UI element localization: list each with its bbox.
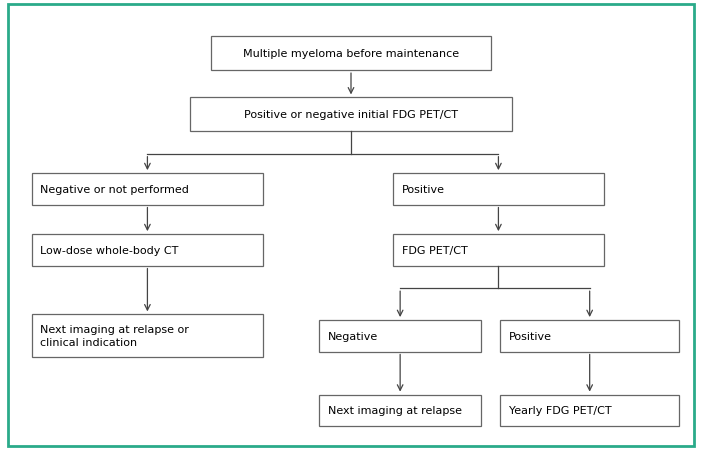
FancyBboxPatch shape <box>211 37 491 71</box>
FancyBboxPatch shape <box>393 174 604 205</box>
FancyBboxPatch shape <box>319 320 481 352</box>
Text: Next imaging at relapse: Next imaging at relapse <box>328 405 462 415</box>
FancyBboxPatch shape <box>32 315 263 357</box>
FancyBboxPatch shape <box>32 235 263 266</box>
FancyBboxPatch shape <box>32 174 263 205</box>
FancyBboxPatch shape <box>393 235 604 266</box>
Text: FDG PET/CT: FDG PET/CT <box>402 245 468 255</box>
FancyBboxPatch shape <box>8 5 694 446</box>
Text: Multiple myeloma before maintenance: Multiple myeloma before maintenance <box>243 49 459 59</box>
Text: Positive: Positive <box>508 331 552 341</box>
Text: Positive: Positive <box>402 184 444 194</box>
Text: Yearly FDG PET/CT: Yearly FDG PET/CT <box>508 405 611 415</box>
Text: Negative or not performed: Negative or not performed <box>40 184 189 194</box>
FancyBboxPatch shape <box>319 395 481 426</box>
Text: Next imaging at relapse or
clinical indication: Next imaging at relapse or clinical indi… <box>40 324 189 348</box>
Text: Negative: Negative <box>328 331 378 341</box>
FancyBboxPatch shape <box>500 320 679 352</box>
Text: Low-dose whole-body CT: Low-dose whole-body CT <box>40 245 178 255</box>
FancyBboxPatch shape <box>500 395 679 426</box>
FancyBboxPatch shape <box>190 98 512 132</box>
Text: Positive or negative initial FDG PET/CT: Positive or negative initial FDG PET/CT <box>244 110 458 120</box>
